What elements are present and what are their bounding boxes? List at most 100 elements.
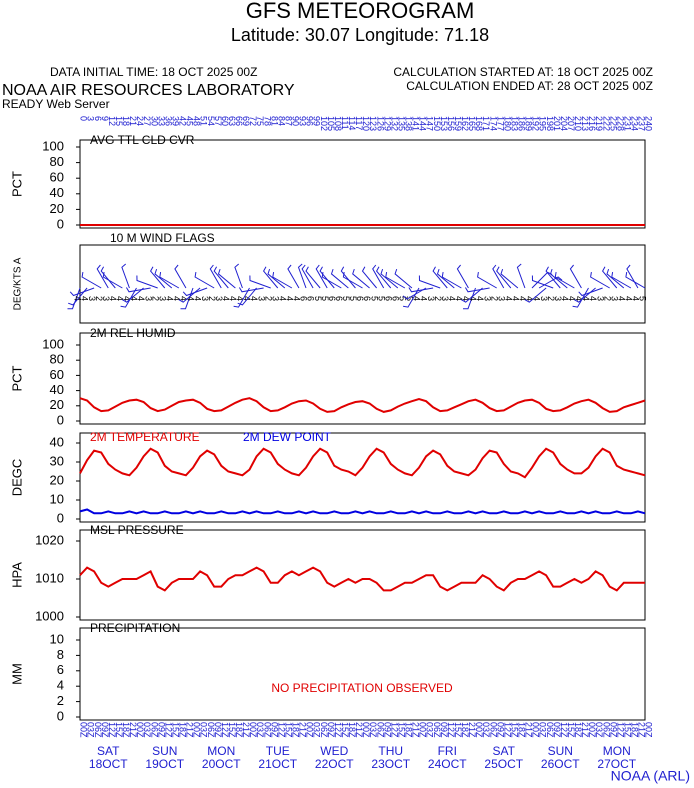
hour-of-day-label: 06Z [488,722,498,738]
wind-barb [531,275,554,289]
hour-of-day-label: 12Z [107,722,117,738]
series-line [79,397,646,413]
y-tick-label: 100 [42,138,64,153]
hour-label: 153 [439,116,449,131]
hour-of-day-label: 06Z [93,722,103,738]
hour-of-day-label: 03Z [481,722,491,738]
hour-label: 201 [552,116,562,131]
wind-speed-label: 2 [263,296,273,301]
hour-of-day-label: 09Z [439,722,449,738]
hour-label: 213 [580,116,590,131]
hour-of-day-label: 15Z [396,722,406,738]
wind-speed-label: 4 [136,296,146,301]
wind-barb [297,263,307,289]
hour-of-day-label: 03Z [312,722,322,738]
y-tick-label: 80 [50,352,64,367]
title: GFS METEOROGRAM [246,0,475,23]
hour-of-day-label: 00Z [644,722,654,738]
hour-label: 6 [93,116,103,121]
wind-speed-label: 4 [560,296,570,301]
y-tick-label: 0 [57,412,64,427]
hour-of-day-label: 15Z [509,722,519,738]
wind-speed-label: 3 [143,296,153,301]
wind-barb [554,272,575,289]
wind-barb [456,264,469,289]
hour-of-day-label: 00Z [192,722,202,738]
hour-of-day-label: 00Z [135,722,145,738]
hour-of-day-label: 06Z [319,722,329,738]
y-tick-label: 40 [50,382,64,397]
hour-of-day-label: 15Z [622,722,632,738]
calc-started: CALCULATION STARTED AT: 18 OCT 2025 00Z [393,65,653,79]
wind-speed-label: 2 [546,296,556,301]
wind-barb [301,264,314,289]
hour-label: 159 [453,116,463,131]
y-tick-label: 30 [50,453,64,468]
y-tick-label: 40 [50,185,64,200]
wind-barb [601,266,618,289]
hour-of-day-label: 12Z [502,722,512,738]
hour-of-day-label: 12Z [389,722,399,738]
y-tick-label: 2 [57,693,64,708]
wind-speed-label: 3 [101,296,111,301]
wind-speed-label: 3 [609,296,619,301]
wind-barb [96,264,109,289]
wind-speed-label: 4 [461,296,471,301]
wind-barb [209,264,222,289]
wind-barb [120,287,137,308]
wind-barb [100,266,116,289]
y-tick-label: 60 [50,367,64,382]
y-tick-label: 20 [50,201,64,216]
hour-label: 210 [573,116,583,131]
hour-label: 198 [545,116,555,131]
day-date: 24OCT [428,757,467,771]
hour-label: 87 [283,116,293,126]
wind-barb [375,266,392,289]
day-name: TUE [266,744,290,758]
hour-label: 42 [178,116,188,126]
hour-label: 0 [79,116,89,121]
hour-label: 45 [185,116,195,126]
wind-barb [626,264,639,289]
y-tick-label: 100 [42,336,64,351]
hour-label: 162 [460,116,470,131]
hour-label: 195 [538,116,548,131]
hour-of-day-label: 09Z [269,722,279,738]
hour-of-day-label: 21Z [467,722,477,738]
hour-of-day-label: 06Z [149,722,159,738]
hour-label: 90 [291,116,301,126]
wind-speed-label: 3 [426,296,436,301]
day-date: 20OCT [202,757,241,771]
hour-label: 240 [644,116,654,131]
hour-of-day-label: 03Z [199,722,209,738]
hour-label: 117 [354,116,364,130]
hour-label: 57 [213,116,223,126]
y-tick-label: 80 [50,154,64,169]
wind-barb [611,272,632,289]
y-axis-label: DEG/KTS A [13,257,24,310]
wind-barb [606,268,625,289]
panel-frame [79,139,646,229]
hour-label: 63 [227,116,237,126]
panel-title: AVG TTL CLD CVR [90,133,195,147]
series-line [79,447,646,479]
hour-of-day-label: 18Z [517,722,527,738]
day-date: 22OCT [315,757,354,771]
hour-label: 219 [594,116,604,131]
hour-of-day-label: 09Z [213,722,223,738]
legend-entry: 2M TEMPERATURE [90,430,200,444]
wind-speed-label: 2 [433,296,443,301]
hour-of-day-label: 12Z [220,722,230,738]
panel-frame [79,529,646,621]
hour-of-day-label: 00Z [418,722,428,738]
hour-label: 171 [481,116,491,131]
hour-of-day-label: 06Z [206,722,216,738]
hour-label: 60 [220,116,230,126]
wind-barb [394,268,413,289]
y-tick-label: 40 [50,434,64,449]
day-name: SAT [493,744,516,758]
panel-frame [79,332,646,425]
wind-barb [67,287,81,310]
wind-speed-label: 4 [574,296,584,301]
wind-barb [340,266,356,289]
